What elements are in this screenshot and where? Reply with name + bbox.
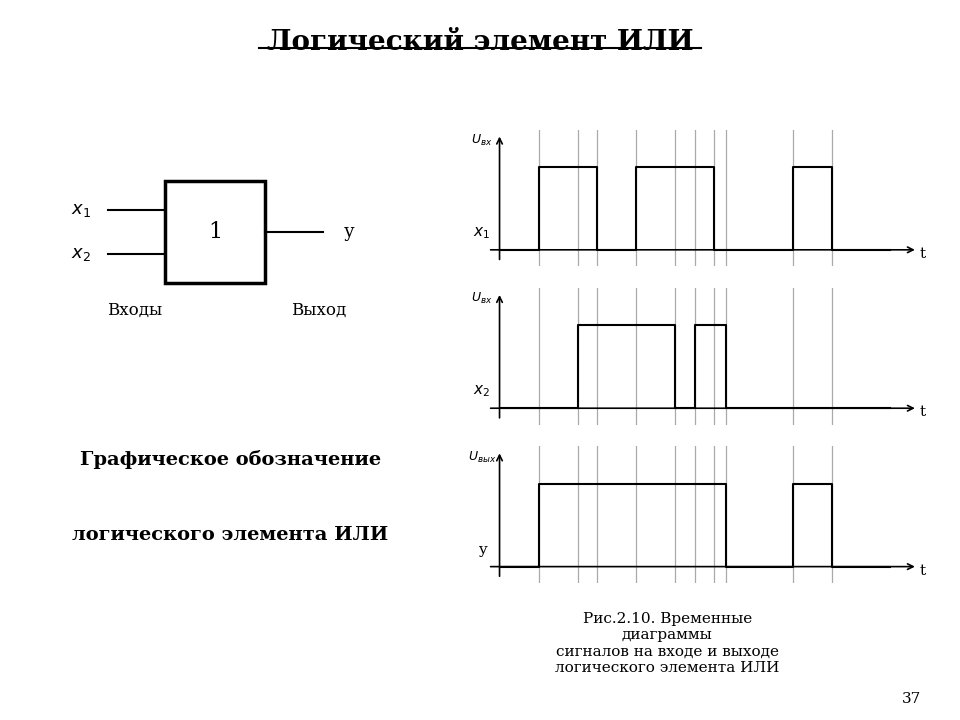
Text: $x_1$: $x_1$ (473, 225, 491, 241)
Text: $U_{вх}$: $U_{вх}$ (471, 291, 492, 306)
Text: $U_{вх}$: $U_{вх}$ (471, 132, 492, 148)
Text: Выход: Выход (291, 302, 347, 319)
Text: $x_1$: $x_1$ (71, 201, 90, 219)
Text: у: у (344, 223, 355, 241)
Bar (165, 181, 265, 283)
Text: Рис.2.10. Временные
диаграммы
сигналов на входе и выходе
логического элемента ИЛ: Рис.2.10. Временные диаграммы сигналов н… (555, 612, 780, 675)
Text: t: t (920, 564, 925, 577)
Text: t: t (920, 247, 925, 261)
Text: $U_{вых}$: $U_{вых}$ (468, 449, 496, 464)
Text: Графическое обозначение: Графическое обозначение (80, 450, 381, 469)
Text: t: t (920, 405, 925, 419)
Text: Входы: Входы (107, 302, 162, 319)
Text: 37: 37 (902, 692, 922, 706)
Text: y: y (478, 543, 487, 557)
Text: 1: 1 (208, 221, 222, 243)
Text: Логический элемент ИЛИ: Логический элемент ИЛИ (267, 29, 693, 56)
Text: логического элемента ИЛИ: логического элемента ИЛИ (72, 526, 389, 544)
Text: $x_2$: $x_2$ (71, 246, 90, 264)
Text: $x_2$: $x_2$ (473, 384, 491, 400)
